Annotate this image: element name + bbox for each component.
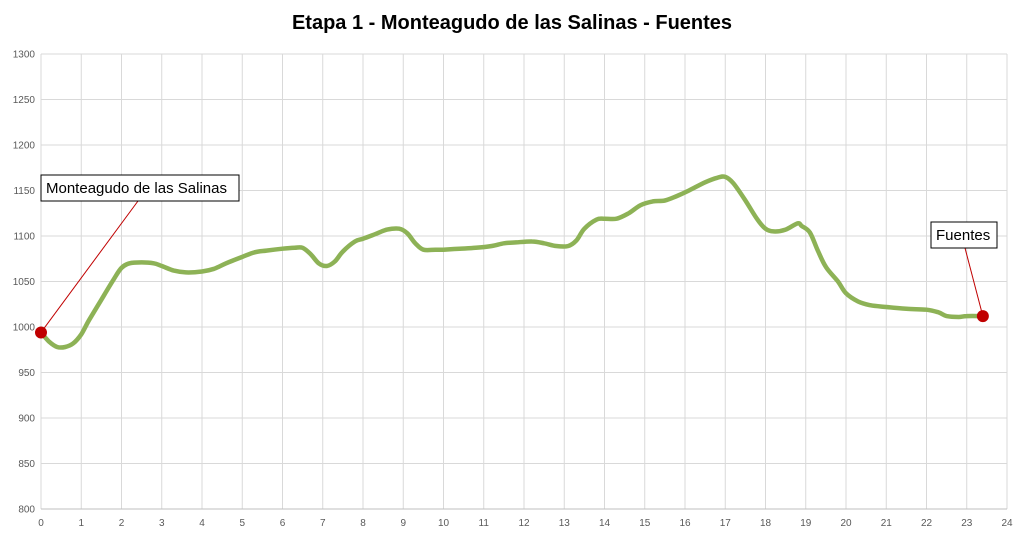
y-tick-label: 1100 [13, 232, 35, 243]
x-tick-label: 2 [119, 518, 125, 529]
x-tick-label: 13 [559, 518, 571, 529]
callout-label: Monteagudo de las Salinas [46, 180, 227, 197]
callout-leader-line [40, 200, 139, 333]
x-tick-label: 11 [479, 518, 490, 529]
axis-layer: 0 1 2 3 4 5 6 7 8 9 10 11 12 13 14 15 16 17 18 19 20 21 22 23 24… [13, 50, 1013, 530]
y-tick-label: 1300 [13, 50, 36, 61]
x-tick-label: 10 [438, 518, 450, 529]
x-tick-label: 15 [639, 518, 651, 529]
x-tick-label: 23 [961, 518, 973, 529]
series-layer [38, 174, 986, 350]
x-tick-label: 1 [78, 518, 84, 529]
x-tick-label: 4 [199, 518, 205, 529]
y-tick-label: 1000 [13, 323, 36, 334]
y-tick-label: 900 [18, 414, 35, 425]
x-tick-label: 16 [679, 518, 691, 529]
x-tick-label: 21 [881, 518, 893, 529]
annotation-layer: Monteagudo de las Salinas Fuentes [35, 174, 998, 339]
y-tick-label: 1050 [13, 277, 36, 288]
y-tick-label: 1200 [13, 141, 36, 152]
x-tick-label: 9 [400, 518, 406, 529]
x-tick-label: 24 [1001, 518, 1013, 529]
x-tick-label: 12 [518, 518, 530, 529]
x-tick-label: 8 [360, 518, 366, 529]
y-tick-label: 800 [18, 505, 35, 516]
x-tick-label: 6 [280, 518, 286, 529]
point-marker [976, 310, 989, 323]
y-tick-label: 850 [18, 459, 35, 470]
x-tick-label: 17 [720, 518, 732, 529]
y-tick-label: 950 [18, 368, 35, 379]
x-tick-label: 0 [38, 518, 44, 529]
x-tick-label: 5 [239, 518, 245, 529]
x-tick-label: 19 [800, 518, 812, 529]
elevation-line [38, 174, 986, 350]
callout-leader-line [964, 247, 984, 317]
callout-box [930, 221, 998, 249]
grid-layer [40, 53, 1008, 510]
chart-title: Etapa 1 - Monteagudo de las Salinas - Fu… [291, 12, 733, 34]
x-tick-label: 7 [320, 518, 326, 529]
x-tick-label: 20 [840, 518, 852, 529]
y-tick-label: 1250 [13, 95, 36, 106]
point-marker [35, 326, 47, 339]
callout-label: Fuentes [936, 227, 990, 244]
x-tick-label: 22 [921, 518, 933, 529]
x-tick-label: 14 [599, 518, 611, 529]
callout-box [40, 174, 240, 202]
y-tick-label: 1150 [13, 186, 35, 197]
x-tick-label: 3 [159, 518, 165, 529]
x-tick-label: 18 [760, 518, 772, 529]
